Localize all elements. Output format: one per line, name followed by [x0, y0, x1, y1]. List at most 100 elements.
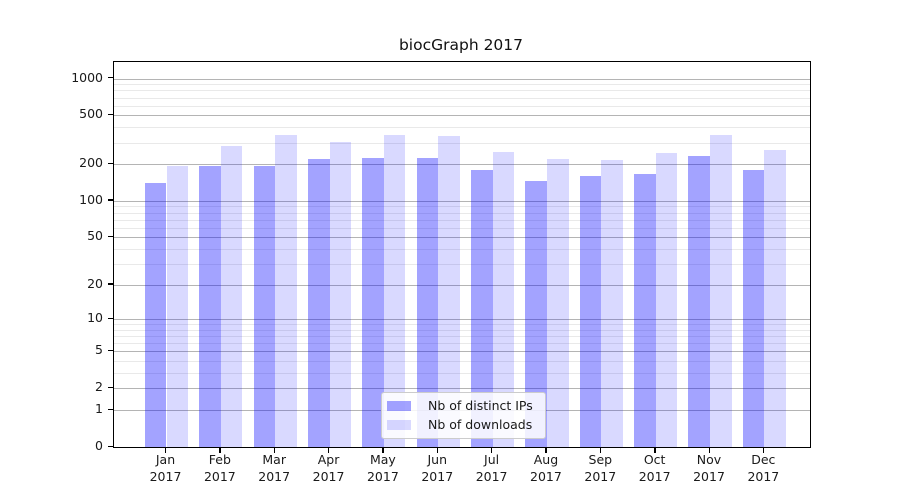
y-tick-mark [108, 349, 113, 352]
gridline-minor [114, 343, 810, 345]
y-tick-mark [108, 317, 113, 319]
bar-distinct-ips-nov [688, 155, 710, 447]
x-tick-label-oct: Oct 2017 [638, 452, 671, 484]
gridline-major [114, 351, 810, 353]
y-tick-label-2: 2 [95, 379, 103, 395]
chart-title: biocGraph 2017 [398, 36, 524, 54]
gridline-minor [114, 84, 810, 86]
legend-item-downloads: Nb of downloads [387, 417, 533, 432]
y-tick-mark [108, 386, 113, 389]
gridline-major [114, 237, 810, 239]
gridline-major [114, 164, 810, 166]
legend-swatch-downloads [387, 419, 411, 430]
x-tick-mark [545, 447, 547, 453]
bar-distinct-ips-jul [471, 169, 493, 447]
gridline-major [114, 200, 810, 202]
y-tick-mark [108, 235, 113, 238]
gridline-minor [114, 227, 810, 229]
y-tick-mark [108, 408, 113, 410]
bar-downloads-nov [710, 135, 732, 447]
x-tick-mark [599, 447, 602, 453]
gridline-minor [114, 206, 810, 208]
gridline-minor [114, 373, 810, 375]
x-tick-label-may: May 2017 [366, 452, 399, 484]
bar-downloads-apr [329, 141, 352, 447]
bar-distinct-ips-feb [199, 165, 221, 447]
x-tick-label-jun: Jun 2017 [421, 452, 454, 484]
x-tick-mark [762, 447, 765, 453]
bar-distinct-ips-dec [742, 169, 765, 447]
bar-downloads-jun [438, 135, 460, 447]
bar-distinct-ips-oct [634, 174, 656, 447]
gridline-minor [114, 248, 810, 250]
y-tick-label-0: 0 [95, 438, 103, 453]
gridline-minor [114, 105, 810, 107]
bar-distinct-ips-apr [307, 159, 330, 447]
bar-downloads-jan [166, 165, 189, 447]
x-tick-mark [382, 447, 384, 453]
gridline-minor [114, 97, 810, 99]
gridline-minor [114, 329, 810, 331]
x-tick-label-dec: Dec 2017 [747, 452, 780, 484]
x-tick-label-apr: Apr 2017 [312, 452, 345, 484]
gridline-minor [114, 142, 810, 144]
bar-downloads-mar [275, 135, 297, 447]
bar-distinct-ips-jun [416, 157, 439, 447]
x-tick-label-aug: Aug 2017 [530, 452, 562, 484]
y-tick-mark [108, 199, 113, 201]
y-tick-mark [108, 162, 113, 165]
x-tick-label-nov: Nov 2017 [693, 452, 725, 484]
x-tick-mark [219, 447, 221, 453]
gridline-major [114, 115, 810, 117]
y-tick-mark [108, 113, 113, 116]
x-tick-label-jan: Jan 2017 [149, 452, 182, 484]
bar-downloads-may [383, 135, 406, 447]
gridline-major [114, 284, 810, 286]
y-tick-label-20: 20 [87, 275, 103, 291]
x-tick-mark [165, 447, 167, 453]
legend-label-distinct-ips: Nb of distinct IPs [428, 398, 533, 413]
bar-distinct-ips-aug [525, 181, 547, 447]
bar-downloads-jul [492, 152, 515, 447]
y-tick-label-100: 100 [79, 191, 103, 207]
gridline-minor [114, 219, 810, 221]
x-tick-label-mar: Mar 2017 [258, 452, 291, 484]
y-tick-label-5: 5 [95, 342, 103, 358]
x-tick-mark [273, 447, 276, 453]
y-tick-mark [108, 445, 113, 447]
legend: Nb of distinct IPs Nb of downloads [381, 392, 546, 439]
gridline-minor [114, 361, 810, 363]
x-tick-label-sep: Sep 2017 [584, 452, 617, 484]
gridline-minor [114, 336, 810, 338]
gridline-major [114, 319, 810, 321]
legend-item-distinct-ips: Nb of distinct IPs [387, 398, 533, 413]
y-tick-label-200: 200 [79, 155, 103, 171]
plot-area: Nb of distinct IPs Nb of downloads [113, 61, 811, 448]
gridline-minor [114, 212, 810, 214]
y-tick-label-10: 10 [87, 310, 103, 326]
y-tick-mark [108, 283, 113, 285]
bar-distinct-ips-jan [144, 183, 167, 447]
bar-distinct-ips-sep [579, 176, 602, 447]
bar-downloads-dec [764, 150, 786, 447]
bar-downloads-feb [220, 146, 243, 447]
bar-distinct-ips-mar [253, 165, 276, 447]
x-tick-mark [436, 447, 439, 453]
x-tick-mark [708, 447, 710, 453]
gridline-major [114, 388, 810, 390]
legend-label-downloads: Nb of downloads [428, 417, 533, 432]
gridline-minor [114, 263, 810, 265]
gridline-minor [114, 324, 810, 326]
bar-downloads-aug [546, 159, 569, 447]
bar-downloads-sep [601, 160, 623, 447]
gridline-major [114, 78, 810, 80]
legend-swatch-distinct-ips [387, 400, 411, 411]
y-tick-label-50: 50 [87, 228, 103, 244]
x-tick-label-feb: Feb 2017 [203, 452, 236, 484]
x-tick-mark [328, 447, 330, 453]
bar-downloads-oct [655, 153, 678, 447]
x-tick-mark [654, 447, 656, 453]
gridline-minor [114, 90, 810, 92]
y-tick-mark [108, 77, 113, 79]
